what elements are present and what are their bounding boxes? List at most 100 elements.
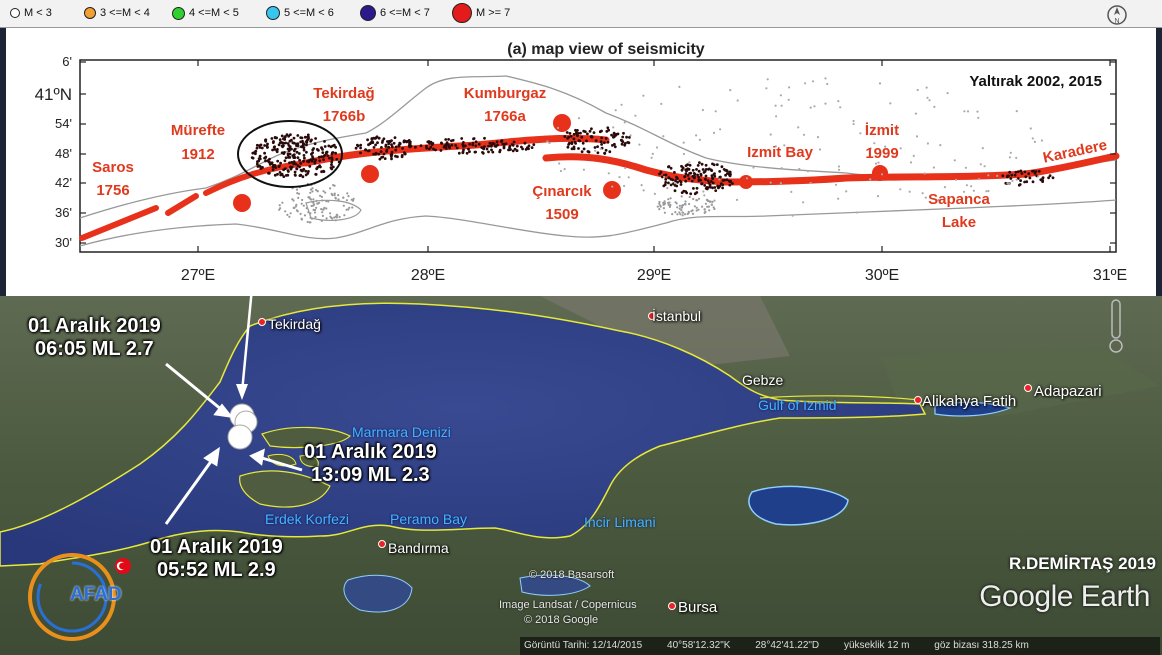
seismicity-dot <box>577 117 581 120</box>
seismicity-dot <box>834 183 838 186</box>
seismicity-dot <box>503 142 507 146</box>
seismicity-dot <box>566 145 570 149</box>
seismicity-dot <box>695 186 699 190</box>
seismicity-dot <box>1001 174 1005 178</box>
seismicity-dot <box>1024 175 1028 179</box>
seismicity-dot <box>523 141 527 145</box>
seismicity-dot <box>301 142 305 145</box>
seismicity-dot <box>284 210 287 213</box>
seismicity-dot <box>928 99 931 102</box>
seismicity-dot <box>1004 181 1008 185</box>
seismicity-dot <box>288 161 291 165</box>
seismicity-dot <box>321 148 324 151</box>
seismicity-dot <box>284 141 288 145</box>
seismicity-dot <box>1031 137 1034 140</box>
seismicity-dot <box>278 164 281 168</box>
city-label-adapazari: Adapazari <box>1034 383 1102 400</box>
seismicity-dot <box>728 183 732 187</box>
seismicity-dot <box>263 151 266 155</box>
seismicity-dot <box>915 135 919 138</box>
seismicity-dot <box>567 143 570 146</box>
seismicity-dot <box>791 214 794 217</box>
izmit-gulf <box>759 395 921 401</box>
seismicity-dot <box>332 143 336 147</box>
seismicity-dot <box>688 161 691 164</box>
seismicity-dot <box>462 148 465 152</box>
city-label-gebze: Gebze <box>742 372 784 388</box>
seismicity-dot <box>376 141 379 145</box>
seismicity-dot <box>692 187 695 190</box>
seismicity-dot <box>270 161 274 165</box>
seismicity-dot <box>309 191 312 194</box>
seismicity-dot <box>467 147 470 151</box>
seismicity-dot <box>1032 169 1035 173</box>
seismicity-dot <box>468 142 471 146</box>
seismicity-dot <box>524 148 528 151</box>
city-marker-tekirdag <box>258 318 266 326</box>
seismicity-dot <box>582 129 586 133</box>
seismicity-dot <box>574 142 577 145</box>
seismicity-dot <box>650 156 653 159</box>
seismicity-dot <box>308 196 311 199</box>
circle-icon <box>172 6 185 20</box>
seismicity-dot <box>780 167 783 170</box>
seismicity-dot <box>774 104 777 107</box>
satellite-map[interactable] <box>0 296 1162 655</box>
seismicity-dot <box>548 141 551 145</box>
seismicity-dot <box>322 155 325 158</box>
fault-segment-saros <box>79 205 159 241</box>
seismicity-dot <box>979 163 982 166</box>
seismicity-dot <box>320 155 323 159</box>
seismicity-dot <box>322 190 325 193</box>
city-marker-istanbul <box>648 312 656 320</box>
seismicity-dot <box>261 166 264 169</box>
seismicity-dot <box>852 122 855 126</box>
seismicity-dot <box>325 150 329 154</box>
seismicity-dot <box>946 92 949 95</box>
seismicity-dot <box>311 190 314 193</box>
seismicity-dot <box>602 141 606 145</box>
seismicity-dot <box>286 169 290 172</box>
seismicity-dot <box>874 162 878 165</box>
seismicity-dot <box>703 170 707 173</box>
event-marker-tekirdag <box>361 165 379 183</box>
seismicity-dot <box>276 159 280 163</box>
seismicity-dot <box>1033 140 1036 143</box>
lon-tick: 31ºE <box>1093 267 1127 284</box>
seismicity-dot <box>334 145 337 149</box>
north-arrow-icon[interactable]: N <box>1104 4 1130 26</box>
seismicity-dot <box>331 165 335 169</box>
seismicity-dot <box>616 132 620 136</box>
seismicity-dot <box>279 161 282 165</box>
seismicity-dot <box>284 174 288 177</box>
seismicity-dot <box>299 212 302 215</box>
seismicity-dot <box>556 126 560 130</box>
seismicity-dot <box>701 168 705 171</box>
seismicity-dot <box>804 82 807 85</box>
seismicity-dot <box>1051 176 1055 180</box>
seismicity-dot <box>312 201 315 204</box>
seismicity-dot <box>267 171 271 175</box>
seismicity-dot <box>263 144 266 147</box>
seismicity-dot <box>387 145 390 149</box>
seismicity-dot <box>775 115 778 118</box>
city-label-istanbul: İstanbul <box>652 308 702 324</box>
seismicity-dot <box>327 144 331 148</box>
seismicity-dot <box>271 168 275 172</box>
seismicity-dot <box>352 197 355 200</box>
seismicity-dot <box>623 143 627 147</box>
seismicity-dot <box>507 148 510 152</box>
seismicity-dot <box>390 155 393 158</box>
seismicity-dot <box>508 146 511 149</box>
seismicity-dot <box>394 145 398 149</box>
seismicity-dot <box>288 215 291 218</box>
seismicity-dot <box>596 151 600 155</box>
seismicity-dot <box>622 131 625 135</box>
seismicity-dot <box>461 151 465 155</box>
seismicity-dot <box>809 181 812 185</box>
seismicity-dot <box>719 128 722 131</box>
fault-segment-ganos <box>165 193 199 216</box>
seismicity-dot <box>381 155 385 159</box>
street-view-control-icon[interactable] <box>1105 296 1127 358</box>
